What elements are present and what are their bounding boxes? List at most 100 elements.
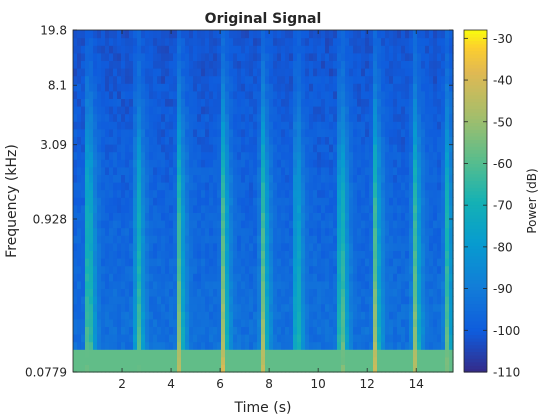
- colorbar-band: [464, 132, 487, 137]
- heatmap-cell: [265, 182, 270, 191]
- heatmap-cell: [437, 159, 442, 168]
- heatmap-cell: [405, 37, 410, 46]
- heatmap-cell: [185, 265, 190, 274]
- heatmap-cell: [149, 83, 154, 92]
- heatmap-cell: [181, 75, 186, 84]
- heatmap-cell: [397, 280, 402, 289]
- heatmap-cell: [333, 303, 338, 312]
- heatmap-cell: [385, 189, 390, 198]
- heatmap-cell: [385, 68, 390, 77]
- heatmap-cell: [201, 341, 206, 350]
- heatmap-cell: [381, 273, 386, 282]
- heatmap-cell: [241, 212, 246, 221]
- heatmap-cell: [169, 334, 174, 343]
- heatmap-cell: [309, 296, 314, 305]
- heatmap-cell: [201, 30, 206, 39]
- heatmap-cell: [137, 265, 142, 274]
- heatmap-cell: [209, 280, 214, 289]
- heatmap-cell: [225, 296, 230, 305]
- heatmap-cell: [125, 265, 130, 274]
- heatmap-cell: [449, 37, 454, 46]
- heatmap-cell: [205, 151, 210, 160]
- heatmap-cell: [289, 235, 294, 244]
- heatmap-cell: [425, 98, 430, 107]
- heatmap-cell: [301, 204, 306, 213]
- heatmap-cell: [125, 227, 130, 236]
- heatmap-cell: [253, 280, 258, 289]
- heatmap-cell: [313, 273, 318, 282]
- heatmap-cell: [185, 334, 190, 343]
- heatmap-cell: [161, 204, 166, 213]
- heatmap-cell: [133, 166, 138, 175]
- heatmap-cell: [417, 151, 422, 160]
- heatmap-cell: [181, 37, 186, 46]
- heatmap-cell: [201, 113, 206, 122]
- heatmap-cell: [165, 37, 170, 46]
- heatmap-cell: [145, 326, 150, 335]
- heatmap-cell: [277, 166, 282, 175]
- heatmap-cell: [153, 303, 158, 312]
- heatmap-cell: [109, 121, 114, 130]
- heatmap-cell: [149, 151, 154, 160]
- heatmap-cell: [245, 37, 250, 46]
- heatmap-cell: [397, 265, 402, 274]
- heatmap-cell: [245, 303, 250, 312]
- heatmap-cell: [97, 212, 102, 221]
- heatmap-cell: [257, 68, 262, 77]
- heatmap-cell: [257, 159, 262, 168]
- heatmap-cell: [377, 288, 382, 297]
- heatmap-cell: [353, 212, 358, 221]
- heatmap-cell: [325, 136, 330, 145]
- heatmap-cell: [197, 220, 202, 229]
- colorbar-band: [464, 293, 487, 298]
- heatmap-cell: [421, 334, 426, 343]
- heatmap-cell: [249, 128, 254, 137]
- heatmap-cell: [313, 45, 318, 54]
- heatmap-cell: [189, 235, 194, 244]
- heatmap-cell: [305, 90, 310, 99]
- heatmap-cell: [413, 159, 418, 168]
- heatmap-cell: [365, 121, 370, 130]
- heatmap-cell: [77, 37, 82, 46]
- heatmap-cell: [101, 45, 106, 54]
- heatmap-cell: [365, 280, 370, 289]
- heatmap-cell: [297, 235, 302, 244]
- heatmap-cell: [193, 37, 198, 46]
- heatmap-cell: [253, 121, 258, 130]
- heatmap-cell: [233, 151, 238, 160]
- heatmap-cell: [445, 204, 450, 213]
- heatmap-cell: [261, 189, 266, 198]
- heatmap-cell: [313, 303, 318, 312]
- heatmap-cell: [285, 364, 290, 373]
- heatmap-cell: [313, 174, 318, 183]
- heatmap-cell: [141, 75, 146, 84]
- heatmap-cell: [105, 37, 110, 46]
- heatmap-cell: [145, 220, 150, 229]
- heatmap-cell: [81, 174, 86, 183]
- heatmap-cell: [229, 197, 234, 206]
- heatmap-cell: [177, 45, 182, 54]
- heatmap-cell: [329, 334, 334, 343]
- colorbar-band: [464, 368, 487, 373]
- heatmap-cell: [309, 98, 314, 107]
- heatmap-cell: [297, 204, 302, 213]
- heatmap-cell: [241, 159, 246, 168]
- heatmap-cell: [421, 166, 426, 175]
- heatmap-cell: [117, 364, 122, 373]
- heatmap-cell: [141, 121, 146, 130]
- heatmap-cell: [301, 52, 306, 61]
- heatmap-cell: [257, 212, 262, 221]
- heatmap-cell: [289, 197, 294, 206]
- heatmap-cell: [161, 189, 166, 198]
- heatmap-cell: [169, 136, 174, 145]
- heatmap-cell: [269, 166, 274, 175]
- heatmap-cell: [113, 349, 118, 358]
- heatmap-cell: [77, 296, 82, 305]
- heatmap-cell: [205, 144, 210, 153]
- heatmap-cell: [101, 144, 106, 153]
- heatmap-cell: [449, 273, 454, 282]
- heatmap-cell: [137, 197, 142, 206]
- heatmap-cell: [341, 166, 346, 175]
- heatmap-cell: [369, 98, 374, 107]
- heatmap-cell: [177, 326, 182, 335]
